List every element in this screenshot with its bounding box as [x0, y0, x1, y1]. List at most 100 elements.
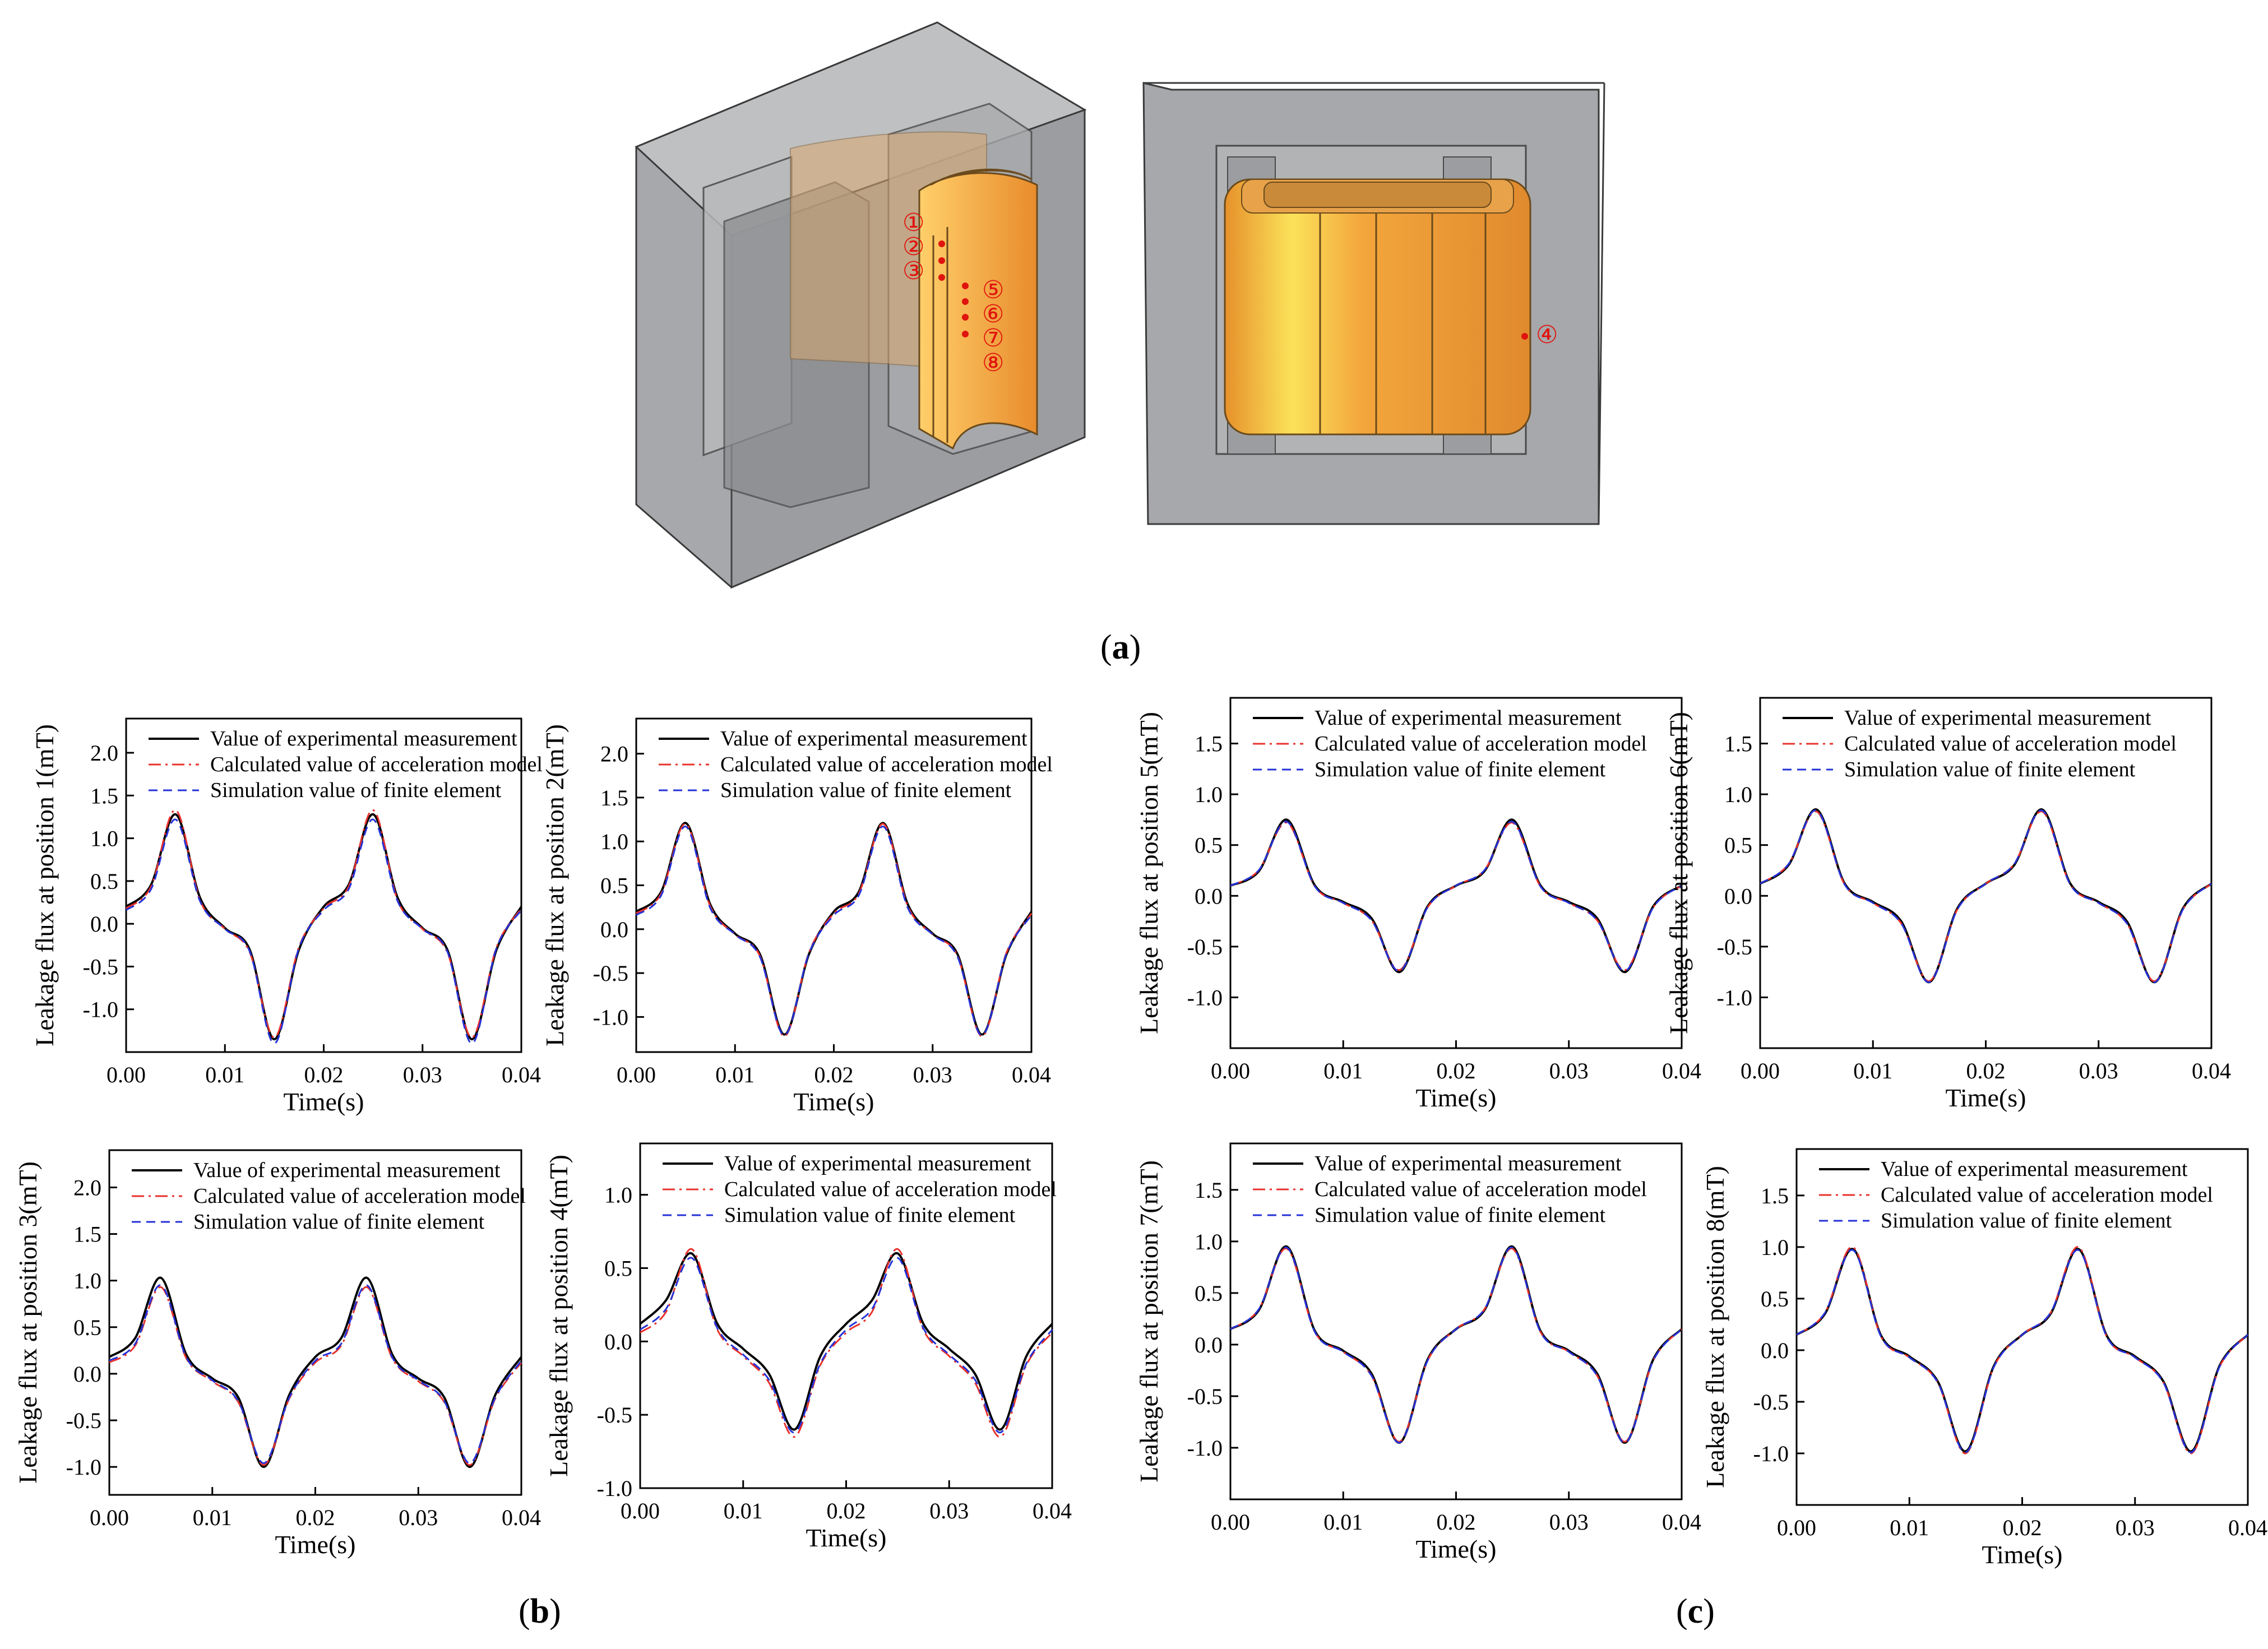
- y-tick-label: -1.0: [83, 997, 118, 1022]
- legend-label-experimental: Value of experimental measurement: [724, 1152, 1031, 1175]
- legend-label-model: Calculated value of acceleration model: [724, 1178, 1057, 1201]
- legend-label-fem: Simulation value of finite element: [1314, 1203, 1606, 1227]
- x-tick-label: 0.00: [1211, 1509, 1250, 1535]
- legend-label-experimental: Value of experimental measurement: [1844, 706, 2151, 730]
- x-axis-label: Time(s): [794, 1087, 874, 1116]
- x-axis-label: Time(s): [1946, 1083, 2026, 1112]
- y-tick-label: 1.0: [90, 826, 118, 851]
- series-line-fem: [640, 1257, 1053, 1434]
- panel-c-letter: c: [1687, 1592, 1704, 1631]
- x-tick-label: 0.02: [1437, 1509, 1476, 1535]
- marker-dot-7: [962, 314, 969, 321]
- marker-dot-4: [1521, 333, 1528, 340]
- x-tick-label: 0.03: [1549, 1058, 1589, 1083]
- x-tick-label: 0.03: [2116, 1515, 2155, 1540]
- series-line-model: [109, 1286, 522, 1466]
- y-tick-label: 2.0: [90, 740, 118, 766]
- marker-dot-2: [938, 257, 945, 264]
- y-tick-label: 1.0: [1724, 782, 1752, 807]
- x-axis-label: Time(s): [275, 1530, 356, 1559]
- marker-label-3: ③: [902, 257, 924, 285]
- y-tick-label: 0.5: [1195, 833, 1223, 858]
- y-tick-label: -0.5: [1187, 1384, 1223, 1409]
- y-tick-label: 1.0: [604, 1183, 632, 1208]
- x-axis-label: Time(s): [806, 1523, 887, 1552]
- y-tick-label: 0.0: [1195, 1332, 1223, 1358]
- x-tick-label: 0.01: [205, 1062, 244, 1087]
- chart-4: 0.00 0.01 0.02 0.03 0.04 -1.0 -0.5 0.0 0.5 1.0 Tim…: [544, 1142, 1072, 1552]
- x-tick-label: 0.03: [399, 1505, 438, 1530]
- x-tick-label: 0.00: [1741, 1058, 1780, 1083]
- y-tick-label: 1.0: [600, 829, 628, 854]
- y-tick-label: -1.0: [1187, 985, 1223, 1010]
- y-tick-label: -1.0: [593, 1004, 628, 1030]
- x-tick-label: 0.03: [403, 1062, 442, 1087]
- legend-label-fem: Simulation value of finite element: [720, 779, 1012, 802]
- legend-label-model: Calculated value of acceleration model: [1881, 1183, 2213, 1207]
- y-tick-label: 0.5: [604, 1256, 632, 1281]
- y-tick-label: 1.5: [90, 783, 118, 808]
- left-core-model: [635, 21, 1087, 589]
- y-tick-label: 1.5: [1195, 731, 1223, 757]
- x-axis-label: Time(s): [284, 1087, 364, 1116]
- right-core-model: [1142, 82, 1605, 525]
- series-line-fem: [1796, 1249, 2249, 1453]
- y-axis-label: Leakage flux at position 1(mT): [30, 724, 59, 1046]
- y-axis-label: Leakage flux at position 8(mT): [1701, 1166, 1729, 1488]
- x-tick-label: 0.04: [1012, 1062, 1051, 1087]
- marker-dot-8: [962, 331, 969, 337]
- series-line-fem: [1230, 821, 1682, 972]
- y-tick-label: 1.5: [73, 1222, 101, 1247]
- marker-label-8: ⑧: [982, 349, 1004, 377]
- x-tick-label: 0.04: [2228, 1515, 2267, 1540]
- series-line-model: [1230, 1248, 1683, 1443]
- y-tick-label: -0.5: [1187, 934, 1223, 960]
- legend-label-model: Calculated value of acceleration model: [1314, 732, 1647, 756]
- panel-label-b: (b): [519, 1592, 561, 1632]
- y-tick-label: -1.0: [1753, 1441, 1789, 1466]
- legend-label-fem: Simulation value of finite element: [1844, 758, 2136, 781]
- x-tick-label: 0.02: [814, 1062, 854, 1087]
- panel-c-close: ): [1703, 1592, 1715, 1631]
- y-tick-label: 1.5: [1195, 1178, 1223, 1203]
- series-line-model: [640, 1248, 1053, 1438]
- y-tick-label: 0.0: [73, 1361, 101, 1387]
- y-tick-label: 0.0: [604, 1329, 632, 1354]
- y-tick-label: 1.0: [1761, 1235, 1789, 1260]
- series-line-fem: [1230, 1247, 1683, 1444]
- y-tick-label: -0.5: [83, 954, 118, 979]
- legend-label-model: Calculated value of acceleration model: [210, 753, 543, 776]
- series-line-model: [636, 823, 1033, 1037]
- marker-label-1: ①: [902, 209, 924, 237]
- y-tick-label: 1.0: [73, 1268, 101, 1294]
- legend-label-experimental: Value of experimental measurement: [210, 727, 517, 751]
- x-tick-label: 0.01: [1323, 1058, 1363, 1083]
- x-tick-label: 0.00: [621, 1498, 660, 1523]
- x-tick-label: 0.01: [1323, 1509, 1363, 1535]
- y-tick-label: 0.5: [600, 873, 628, 898]
- x-tick-label: 0.04: [2192, 1058, 2231, 1083]
- x-tick-label: 0.02: [304, 1062, 344, 1087]
- x-tick-label: 0.00: [1777, 1515, 1816, 1540]
- y-tick-label: 0.0: [600, 917, 628, 942]
- y-tick-label: 0.5: [73, 1315, 101, 1340]
- series-line-fem: [126, 818, 522, 1045]
- x-tick-label: 0.02: [1966, 1058, 2006, 1083]
- x-tick-label: 0.04: [1662, 1509, 1701, 1535]
- chart-5: 0.00 0.01 0.02 0.03 0.04 -1.0 -0.5 0.0 0.5 1.0 1.5…: [1135, 697, 1701, 1112]
- series-line-fem: [109, 1284, 522, 1464]
- x-tick-label: 0.02: [2003, 1515, 2042, 1540]
- y-axis-label: Leakage flux at position 7(mT): [1135, 1160, 1163, 1483]
- y-tick-label: 0.0: [1761, 1338, 1789, 1363]
- legend-label-model: Calculated value of acceleration model: [1844, 732, 2177, 756]
- x-tick-label: 0.04: [1662, 1058, 1701, 1083]
- y-tick-label: -1.0: [1187, 1435, 1223, 1461]
- y-tick-label: -0.5: [66, 1408, 101, 1433]
- y-axis-label: Leakage flux at position 5(mT): [1135, 712, 1163, 1034]
- legend-label-experimental: Value of experimental measurement: [1314, 706, 1622, 730]
- y-tick-label: -1.0: [597, 1476, 632, 1501]
- marker-label-5: ⑤: [982, 276, 1004, 304]
- transformer-3d-figure: ① ② ③ ⑤ ⑥ ⑦ ⑧ ④: [635, 21, 1605, 589]
- x-tick-label: 0.03: [2079, 1058, 2118, 1083]
- series-line-model: [126, 809, 522, 1039]
